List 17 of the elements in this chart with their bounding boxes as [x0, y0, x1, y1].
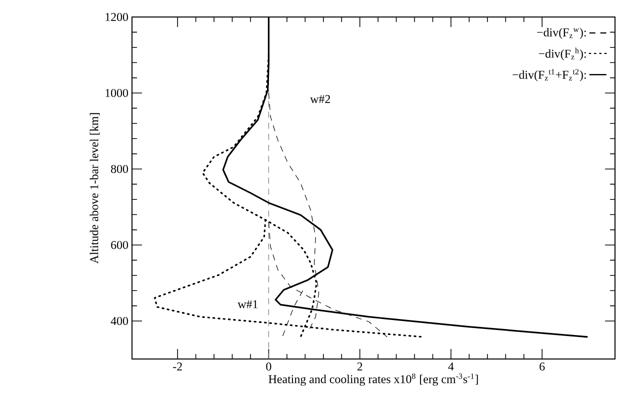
- y-axis-title: Altitude above 1-bar level [km]: [90, 113, 100, 264]
- x-tick-label: 4: [448, 362, 454, 370]
- y-tick-label: 600: [111, 240, 128, 250]
- x-tick-label: 2: [357, 362, 362, 370]
- y-tick-label: 800: [111, 164, 128, 174]
- y-tick-label: 400: [110, 316, 128, 326]
- legend-label: −div(F$_{z}$$^{t1}$+F$_{z}$$^{t2}$):: [512, 69, 586, 82]
- x-tick-label: 0: [266, 362, 272, 371]
- x-tick-label: 6: [540, 362, 545, 371]
- annotation: w#1: [238, 300, 258, 308]
- legend-label: −div(F$_{z}$$^{w}$):: [537, 28, 586, 39]
- x-tick-label: -2: [173, 362, 182, 370]
- x-axis-title: Heating and cooling rates x10$^{8}$ [erg cm$^{-3}$s$^{-1}$]: [268, 373, 478, 386]
- y-tick-label: 1000: [106, 88, 128, 98]
- y-tick-label: 1200: [106, 12, 128, 22]
- legend-label: −div(F$_{z}$$^{h}$):: [538, 48, 586, 60]
- annotation: w#2: [310, 95, 330, 104]
